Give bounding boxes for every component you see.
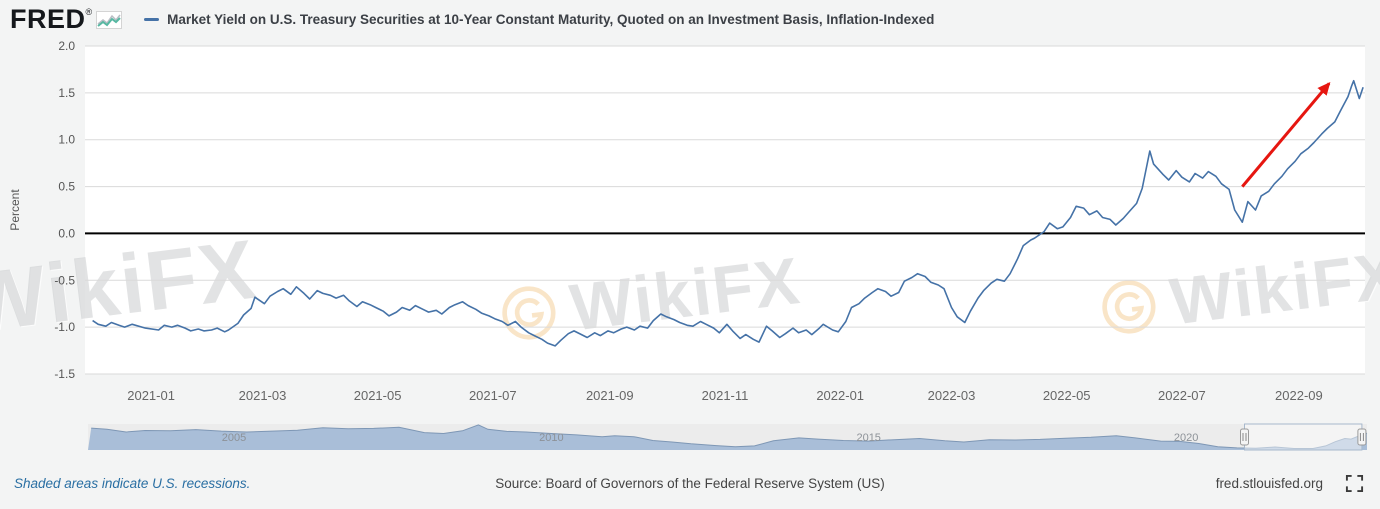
site-link[interactable]: fred.stlouisfed.org xyxy=(1215,475,1323,491)
chart-area: WikiFX WikiFX WikiFX 2.0 1.5 1.0 0.5 0.0 -0.5… xyxy=(0,38,1380,406)
svg-text:2022-01: 2022-01 xyxy=(816,388,864,403)
navigator-selected-window[interactable] xyxy=(1244,423,1363,451)
main-plot-canvas[interactable]: 2.0 1.5 1.0 0.5 0.0 -0.5 -1.0 -1.5 2021-01 2021-0… xyxy=(0,38,1380,406)
svg-text:2022-09: 2022-09 xyxy=(1275,388,1323,403)
svg-text:2022-05: 2022-05 xyxy=(1043,388,1091,403)
source-text: Source: Board of Governors of the Federa… xyxy=(495,475,885,491)
series-line xyxy=(92,79,1364,347)
fullscreen-button[interactable] xyxy=(1343,472,1366,495)
svg-text:-1.5: -1.5 xyxy=(54,367,75,381)
svg-text:2021-03: 2021-03 xyxy=(239,388,287,403)
svg-text:2010: 2010 xyxy=(539,432,563,444)
fullscreen-icon xyxy=(1345,474,1364,492)
svg-text:2005: 2005 xyxy=(222,432,246,444)
svg-text:2021-07: 2021-07 xyxy=(469,388,517,403)
header: FRED ® Market Yield on U.S. Treasury Sec… xyxy=(0,0,1380,38)
fred-logo[interactable]: FRED ® xyxy=(10,4,123,34)
svg-text:2022-07: 2022-07 xyxy=(1158,388,1206,403)
svg-text:2021-09: 2021-09 xyxy=(586,388,634,403)
navigator-handle-left[interactable] xyxy=(1240,428,1249,446)
svg-text:2022-03: 2022-03 xyxy=(928,388,976,403)
navigator-area xyxy=(88,424,1367,450)
series-color-swatch xyxy=(144,17,160,21)
fred-logo-chart-icon xyxy=(96,11,123,29)
trend-arrow-annotation xyxy=(1241,81,1331,188)
svg-text:2015: 2015 xyxy=(856,432,880,444)
svg-text:2021-11: 2021-11 xyxy=(702,388,749,403)
navigator-canvas[interactable]: 2005 2010 2015 2020 xyxy=(0,422,1380,454)
y-axis-title: Percent xyxy=(8,189,22,231)
svg-text:-1.0: -1.0 xyxy=(54,320,75,334)
plot-background xyxy=(85,46,1365,374)
svg-text:2021-01: 2021-01 xyxy=(127,388,175,403)
footer-right: fred.stlouisfed.org xyxy=(1216,472,1366,495)
svg-text:2021-05: 2021-05 xyxy=(354,388,402,403)
svg-text:1.0: 1.0 xyxy=(58,133,75,147)
svg-text:0.5: 0.5 xyxy=(58,180,75,194)
svg-text:2.0: 2.0 xyxy=(58,39,75,53)
chart-legend: Market Yield on U.S. Treasury Securities… xyxy=(144,12,934,27)
range-navigator[interactable]: 2005 2010 2015 2020 xyxy=(0,422,1380,454)
svg-text:1.5: 1.5 xyxy=(58,86,75,100)
recessions-link[interactable]: Shaded areas indicate U.S. recessions. xyxy=(14,475,251,491)
navigator-handle-right[interactable] xyxy=(1357,428,1367,446)
registered-mark: ® xyxy=(85,7,93,17)
svg-text:2020: 2020 xyxy=(1174,432,1198,444)
svg-text:-0.5: -0.5 xyxy=(54,273,75,287)
series-title[interactable]: Market Yield on U.S. Treasury Securities… xyxy=(167,11,935,27)
footer: Shaded areas indicate U.S. recessions. S… xyxy=(0,458,1380,508)
fred-logo-text: FRED xyxy=(10,4,86,34)
svg-text:0.0: 0.0 xyxy=(58,226,75,240)
